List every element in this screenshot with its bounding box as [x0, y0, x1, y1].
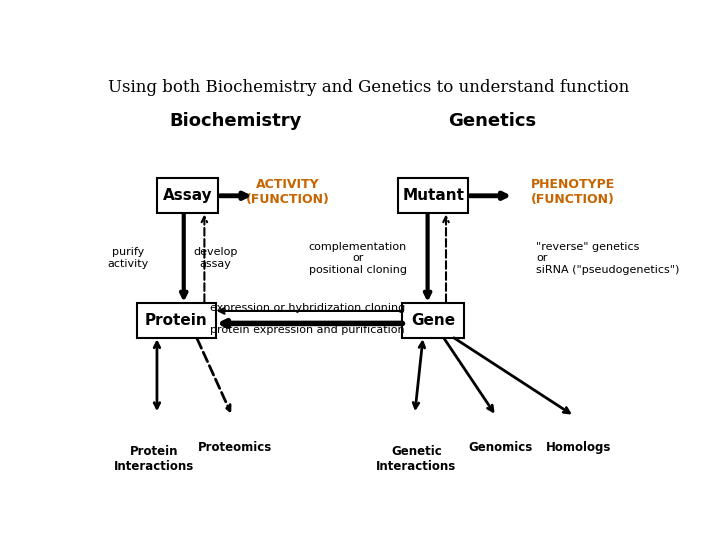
Text: Biochemistry: Biochemistry [169, 112, 301, 130]
Text: Gene: Gene [411, 313, 455, 328]
Text: PHENOTYPE
(FUNCTION): PHENOTYPE (FUNCTION) [531, 178, 615, 206]
Text: Mutant: Mutant [402, 188, 464, 203]
Text: "reverse" genetics
or
siRNA ("pseudogenetics"): "reverse" genetics or siRNA ("pseudogene… [536, 241, 680, 275]
FancyBboxPatch shape [138, 303, 215, 338]
Text: Protein
Interactions: Protein Interactions [114, 446, 194, 473]
FancyBboxPatch shape [402, 303, 464, 338]
Text: Genetic
Interactions: Genetic Interactions [377, 446, 456, 473]
Text: Using both Biochemistry and Genetics to understand function: Using both Biochemistry and Genetics to … [109, 79, 629, 96]
Text: Protein: Protein [145, 313, 208, 328]
Text: protein expression and purification: protein expression and purification [210, 325, 405, 335]
FancyBboxPatch shape [398, 178, 468, 213]
Text: Assay: Assay [163, 188, 212, 203]
Text: develop
assay: develop assay [194, 247, 238, 269]
Text: expression or hybridization cloning: expression or hybridization cloning [210, 303, 405, 313]
Text: Genomics: Genomics [468, 441, 532, 454]
Text: complementation
or
positional cloning: complementation or positional cloning [309, 241, 407, 275]
FancyBboxPatch shape [157, 178, 218, 213]
Text: Homologs: Homologs [546, 441, 611, 454]
Text: Genetics: Genetics [448, 112, 536, 130]
Text: ACTIVITY
(FUNCTION): ACTIVITY (FUNCTION) [246, 178, 330, 206]
Text: purify
activity: purify activity [107, 247, 148, 269]
Text: Proteomics: Proteomics [198, 441, 272, 454]
